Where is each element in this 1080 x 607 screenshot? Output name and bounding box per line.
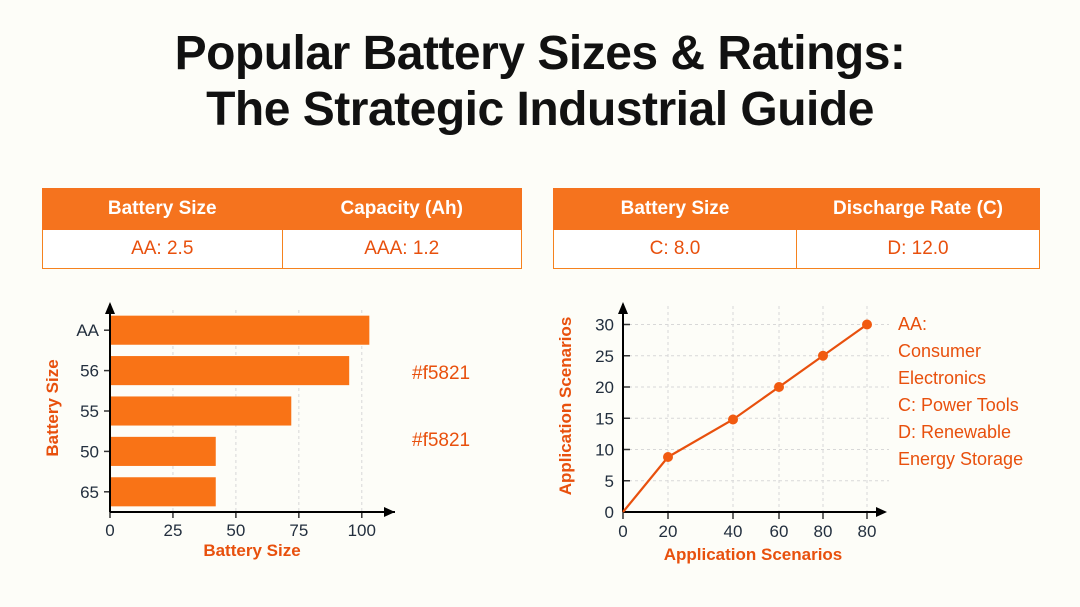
x-tick-label: 80	[814, 522, 833, 541]
discharge-table: Battery Size Discharge Rate (C) C: 8.0 D…	[553, 188, 1040, 269]
bar	[110, 315, 370, 345]
table-header-cell: Capacity (Ah)	[281, 188, 522, 230]
x-tick-label: 100	[348, 521, 376, 540]
line-chart-x-tick-labels: 0 20 40 60 80 80	[618, 522, 876, 541]
line-chart-y-axis-title: Application Scenarios	[556, 317, 575, 496]
bar-chart-bars	[110, 315, 370, 507]
battery-size-bar-chart: AA 56 55 50 65 0 25 50 75 100 Battery Size Batte…	[40, 288, 420, 568]
legend-item: D: Renewable	[898, 422, 1012, 442]
legend: AA: Consumer Electronics C: Power Tools …	[898, 312, 1074, 474]
y-tick-label: 10	[595, 441, 614, 460]
y-tick-label: 50	[80, 442, 99, 461]
line-chart-gridlines	[623, 306, 889, 512]
table-cell: C: 8.0	[553, 229, 797, 269]
bar-chart-x-axis-title: Battery Size	[203, 541, 300, 560]
line-chart-tick-marks	[622, 323, 868, 519]
table-header-row: Battery Size Capacity (Ah)	[42, 188, 522, 230]
data-point	[818, 350, 828, 361]
y-tick-label: 65	[80, 483, 99, 502]
bar	[110, 477, 216, 507]
x-tick-label: 25	[163, 521, 182, 540]
data-point	[728, 414, 738, 425]
y-tick-label: 56	[80, 362, 99, 381]
table-cell: AAA: 1.2	[281, 229, 522, 269]
line-chart-y-tick-labels: 0 5 10 15 20 25 30	[595, 316, 614, 523]
line-chart-series-path	[622, 323, 868, 513]
page-title-line-1: Popular Battery Sizes & Ratings:	[174, 27, 906, 80]
line-chart-data-points	[663, 319, 872, 462]
y-tick-label: 15	[595, 409, 614, 428]
table-row: C: 8.0 D: 12.0	[553, 229, 1040, 269]
page-title-line-2: The Strategic Industrial Guide	[206, 83, 874, 136]
x-tick-label: 0	[618, 522, 627, 541]
bar-chart-x-tick-labels: 0 25 50 75 100	[105, 521, 376, 540]
x-tick-label: 80	[858, 522, 877, 541]
y-tick-label: 55	[80, 402, 99, 421]
bar-chart-y-axis-arrow	[105, 302, 115, 314]
table-cell: D: 12.0	[796, 229, 1040, 269]
y-tick-label: 5	[605, 472, 614, 491]
hex-note-lower: #f5821	[412, 430, 471, 451]
x-tick-label: 75	[289, 521, 308, 540]
x-tick-label: 0	[105, 521, 114, 540]
hex-note-upper: #f5821	[412, 363, 471, 384]
legend-item: AA:	[898, 314, 928, 334]
bar-chart-y-axis-title: Battery Size	[43, 359, 62, 456]
line-chart-x-axis-arrow	[876, 507, 887, 517]
x-tick-label: 50	[226, 521, 245, 540]
bar-chart-y-tick-labels: AA 56 55 50 65	[76, 321, 99, 502]
legend-item: C: Power Tools	[898, 395, 1019, 415]
x-tick-label: 40	[724, 522, 743, 541]
y-tick-label: AA	[76, 321, 99, 340]
application-scenarios-line-chart: 0 5 10 15 20 25 30 0 20 40 60 80 80 Application Sce…	[555, 288, 900, 578]
table-row: AA: 2.5 AAA: 1.2	[42, 229, 522, 269]
line-chart-svg: 0 5 10 15 20 25 30 0 20 40 60 80 80 Application Sce…	[556, 302, 889, 564]
x-tick-label: 60	[770, 522, 789, 541]
y-tick-label: 25	[595, 347, 614, 366]
table-cell: AA: 2.5	[42, 229, 283, 269]
legend-item: Electronics	[898, 368, 987, 388]
y-tick-label: 30	[595, 316, 614, 335]
line-chart-x-axis-title: Application Scenarios	[664, 545, 843, 564]
page-title: Popular Battery Sizes & Ratings: The Str…	[0, 26, 1080, 138]
data-point	[663, 452, 673, 462]
x-tick-label: 20	[659, 522, 678, 541]
bar	[110, 436, 216, 466]
bar	[110, 396, 292, 426]
legend-item: Consumer	[898, 341, 982, 361]
bar-chart-x-axis-arrow	[384, 507, 395, 517]
table-header-row: Battery Size Discharge Rate (C)	[553, 188, 1040, 230]
y-tick-label: 0	[605, 503, 614, 522]
data-point	[862, 319, 872, 330]
bar-chart-svg: AA 56 55 50 65 0 25 50 75 100 Battery Size Batte…	[43, 302, 395, 560]
table-header-cell: Battery Size	[553, 188, 797, 230]
table-header-cell: Battery Size	[42, 188, 283, 230]
legend-item: Energy Storage	[898, 449, 1024, 469]
table-header-cell: Discharge Rate (C)	[796, 188, 1040, 230]
bar	[110, 356, 350, 386]
capacity-table: Battery Size Capacity (Ah) AA: 2.5 AAA: …	[42, 188, 522, 269]
data-point	[774, 382, 784, 392]
y-tick-label: 20	[595, 378, 614, 397]
line-chart-y-axis-arrow	[618, 302, 628, 314]
